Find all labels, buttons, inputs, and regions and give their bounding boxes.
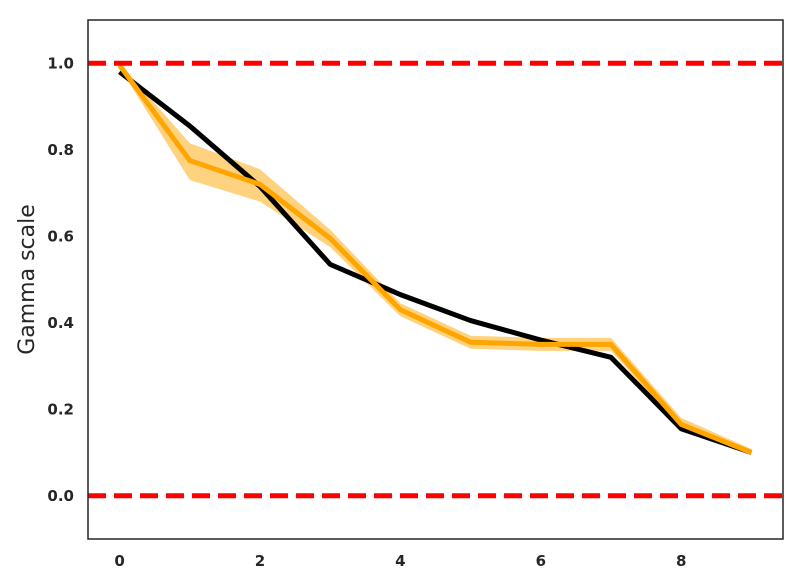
y-tick-label: 0.0: [47, 487, 74, 505]
x-tick-label: 2: [255, 552, 265, 570]
series-lines-layer: [117, 63, 753, 455]
x-tick-label: 6: [536, 552, 546, 570]
x-tick-label: 8: [676, 552, 686, 570]
y-tick-label: 0.4: [47, 314, 74, 332]
y-axis-title: Gamma scale: [15, 204, 40, 355]
reference-lines-layer: [88, 60, 783, 499]
y-tick-label: 0.6: [47, 227, 74, 245]
x-tick-label: 0: [114, 552, 124, 570]
x-axis-ticks: 0 2 4 6 8: [114, 552, 686, 570]
series-line-1: [117, 63, 753, 455]
y-tick-label: 0.8: [47, 141, 74, 159]
series-line-0: [118, 69, 753, 455]
y-tick-label: 1.0: [47, 54, 74, 72]
x-tick-label: 4: [395, 552, 405, 570]
plot-frame: [87, 19, 784, 540]
y-tick-label: 0.2: [47, 400, 74, 418]
y-axis-ticks: 0.0 0.2 0.4 0.6 0.8 1.0: [47, 54, 74, 505]
